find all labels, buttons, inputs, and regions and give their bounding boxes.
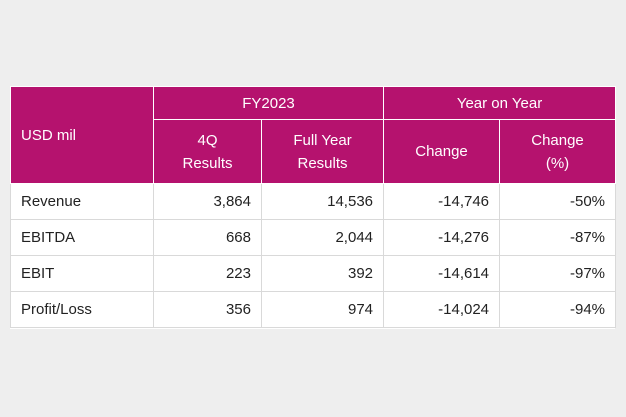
column-header-change-pct: Change (%) <box>499 119 617 184</box>
table-row: Revenue 3,864 14,536 -14,746 -50% <box>10 183 617 220</box>
column-header-line: Change <box>415 143 468 160</box>
cell-change-pct: -94% <box>499 291 617 328</box>
column-header-line: Full Year <box>293 131 352 149</box>
column-header-change: Change <box>383 119 501 184</box>
group-header-year-on-year: Year on Year <box>383 86 617 120</box>
table-row: Profit/Loss 356 974 -14,024 -94% <box>10 291 617 328</box>
column-header-4q-results: 4Q Results <box>153 119 262 184</box>
cell-change: -14,024 <box>383 291 501 328</box>
table-row: EBIT 223 392 -14,614 -97% <box>10 255 617 292</box>
cell-full-year-results: 2,044 <box>260 219 385 256</box>
cell-4q-results: 356 <box>153 291 262 328</box>
financial-results-table: USD mil FY2023 Year on Year 4Q Results F… <box>10 86 617 328</box>
cell-full-year-results: 392 <box>260 255 385 292</box>
column-header-line: Change <box>531 131 584 149</box>
column-header-line: Results <box>182 154 233 172</box>
cell-4q-results: 223 <box>153 255 262 292</box>
group-header-fy2023: FY2023 <box>152 86 385 120</box>
cell-4q-results: 668 <box>153 219 262 256</box>
column-header-full-year-results: Full Year Results <box>260 119 385 184</box>
cell-change-pct: -97% <box>499 255 617 292</box>
cell-change: -14,746 <box>383 183 501 220</box>
table-row: EBITDA 668 2,044 -14,276 -87% <box>10 219 617 256</box>
corner-label: USD mil <box>10 86 154 184</box>
column-header-line: 4Q <box>197 131 218 149</box>
cell-full-year-results: 14,536 <box>260 183 385 220</box>
row-metric: Revenue <box>10 183 154 220</box>
column-header-line: Results <box>297 154 348 172</box>
row-metric: EBIT <box>10 255 154 292</box>
header-row-groups: USD mil FY2023 Year on Year <box>10 86 617 184</box>
cell-change: -14,614 <box>383 255 501 292</box>
row-metric: EBITDA <box>10 219 154 256</box>
financial-results-table-container: USD mil FY2023 Year on Year 4Q Results F… <box>10 86 617 329</box>
cell-change: -14,276 <box>383 219 501 256</box>
cell-change-pct: -87% <box>499 219 617 256</box>
cell-full-year-results: 974 <box>260 291 385 328</box>
cell-change-pct: -50% <box>499 183 617 220</box>
header-row-columns: 4Q Results Full Year Results Change Chan… <box>11 119 617 184</box>
cell-4q-results: 3,864 <box>153 183 262 220</box>
row-metric: Profit/Loss <box>10 291 154 328</box>
column-header-line: (%) <box>545 154 570 172</box>
